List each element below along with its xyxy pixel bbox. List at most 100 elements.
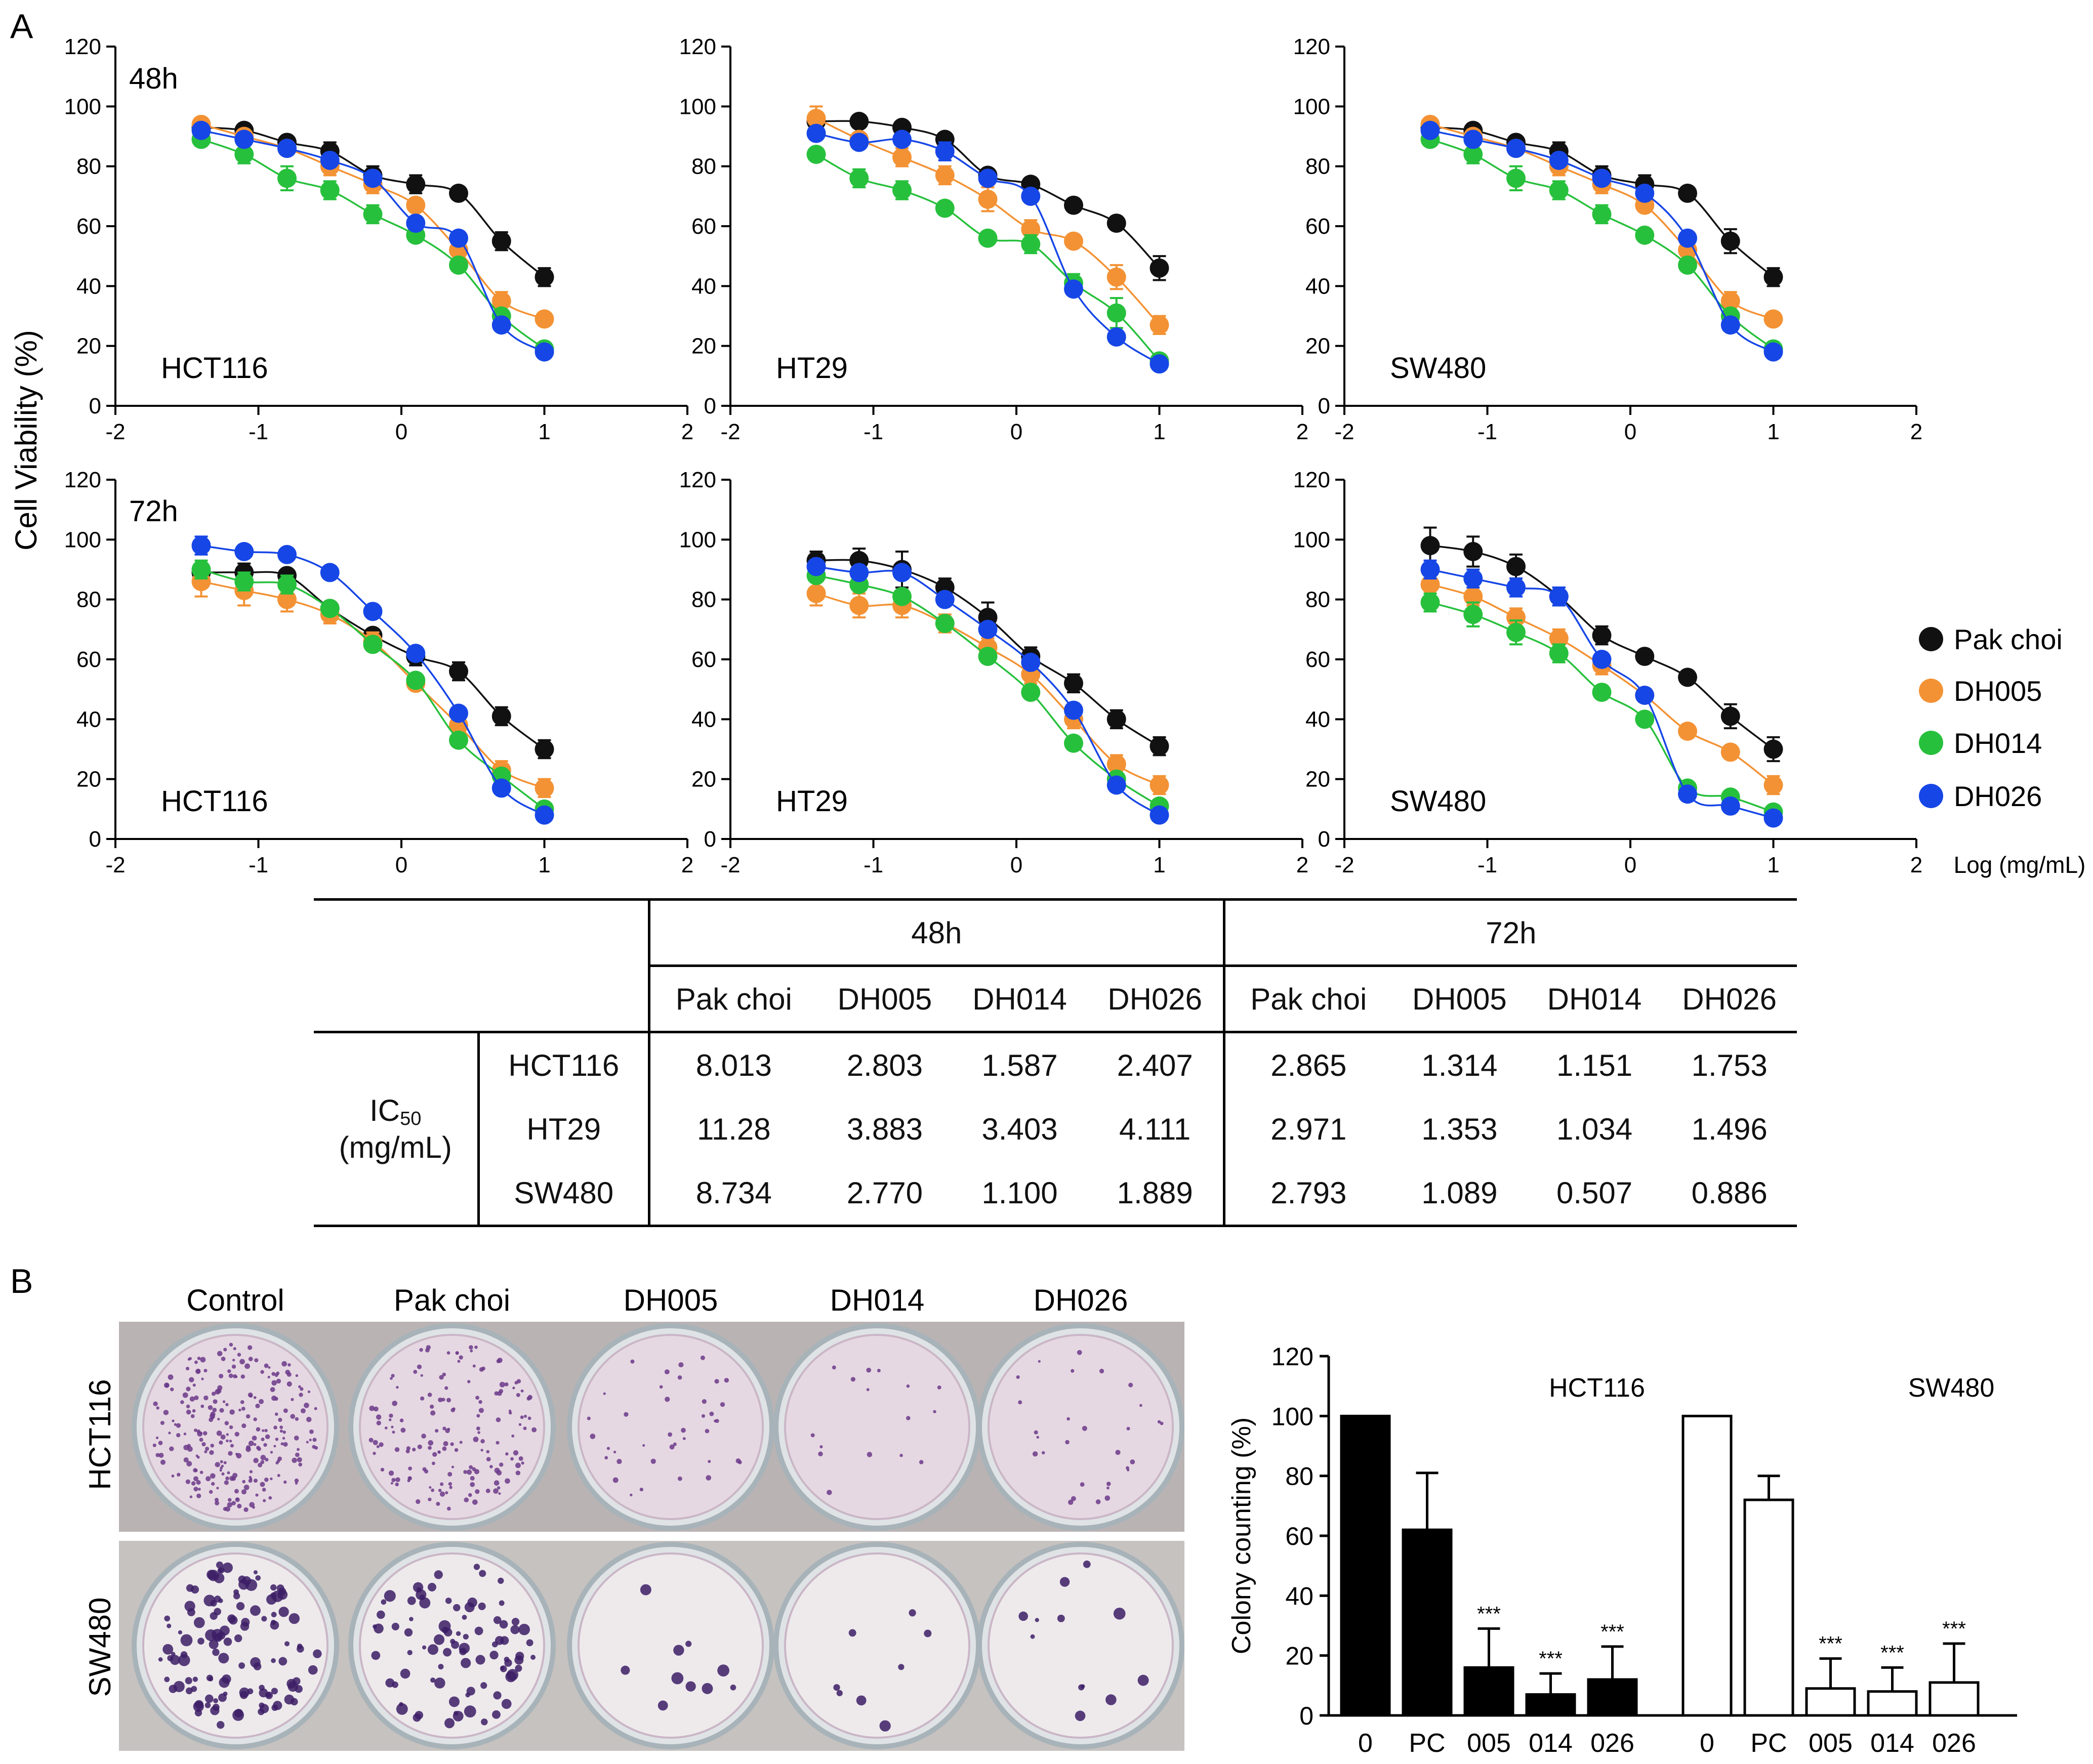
data-point — [1506, 169, 1526, 188]
colony-dot — [459, 1355, 463, 1360]
ic50-unit: (mg/mL) — [339, 1130, 452, 1164]
colony-dot — [239, 1359, 245, 1365]
x-tick-label: 2 — [681, 853, 693, 877]
table-col-header: DH005 — [837, 982, 932, 1016]
y-tick-label: 40 — [76, 707, 101, 732]
colony-dot — [261, 1429, 265, 1432]
x-tick-label: -2 — [1334, 419, 1354, 444]
well-sw480-dh005 — [567, 1542, 774, 1749]
colony-dot — [376, 1414, 382, 1420]
colony-dot — [613, 1450, 617, 1454]
data-point — [1106, 754, 1126, 774]
colony-dot — [244, 1363, 250, 1369]
colony-dot — [832, 1365, 836, 1370]
bar-hct116-026 — [1587, 1678, 1638, 1717]
colony-dot — [306, 1416, 312, 1422]
colony-dot — [469, 1465, 473, 1469]
colony-dot — [617, 1458, 622, 1464]
colony-dot — [1126, 1426, 1130, 1431]
colony-dot — [185, 1677, 192, 1685]
significance-marker: *** — [1942, 1618, 1966, 1640]
colony-dot — [171, 1474, 175, 1478]
data-point — [1720, 315, 1740, 335]
colony-dot — [229, 1425, 233, 1430]
colony-dot — [467, 1380, 471, 1383]
colony-dot — [259, 1704, 269, 1713]
colony-dot — [448, 1696, 460, 1707]
colony-dot — [899, 1453, 903, 1457]
row-header-ic50: IC50 (mg/mL) — [314, 1031, 478, 1227]
table-cell: 1.753 — [1662, 1031, 1797, 1097]
colony-dot — [309, 1429, 314, 1434]
colony-dot — [469, 1345, 473, 1350]
data-point — [978, 228, 998, 248]
data-point — [849, 169, 869, 188]
ic50-subscript: 50 — [400, 1108, 422, 1129]
colony-dot — [294, 1435, 299, 1441]
colony-dot — [299, 1393, 303, 1397]
table-col-header: DH014 — [1547, 982, 1642, 1016]
colony-dot — [216, 1487, 219, 1490]
colony-dot — [198, 1488, 201, 1491]
colony-dot — [494, 1391, 499, 1396]
data-point — [1763, 267, 1783, 287]
colony-dot — [255, 1493, 259, 1497]
table-cell: 8.013 — [647, 1031, 817, 1097]
table-cell: 1.151 — [1527, 1031, 1662, 1097]
colony-dot — [221, 1472, 225, 1476]
colony-dot — [201, 1442, 206, 1447]
colony-dot — [384, 1426, 388, 1430]
colony-dot — [474, 1346, 478, 1349]
colony-dot — [243, 1507, 249, 1513]
colony-dot — [206, 1476, 211, 1482]
data-point — [1064, 674, 1083, 693]
colony-dot — [664, 1369, 670, 1375]
data-point — [935, 614, 955, 633]
colony-dot — [185, 1479, 191, 1484]
colony-dot — [234, 1489, 239, 1494]
colony-dot — [247, 1688, 254, 1695]
colony-dot — [292, 1457, 297, 1463]
colony-dot — [621, 1665, 630, 1675]
colony-dot — [186, 1387, 191, 1392]
y-tick-label: 60 — [691, 647, 716, 672]
colony-dot — [407, 1476, 412, 1481]
colony-dot — [500, 1636, 509, 1645]
colony-dot — [295, 1452, 300, 1457]
colony-dot — [245, 1414, 251, 1419]
colony-dot — [167, 1623, 172, 1628]
colony-dot — [396, 1385, 399, 1389]
colony-dot — [285, 1369, 291, 1375]
colony-dot — [176, 1433, 181, 1438]
colony-dot — [288, 1363, 291, 1367]
colony-dot — [224, 1480, 229, 1485]
colony-dot — [673, 1442, 677, 1446]
colony-dot — [177, 1473, 181, 1477]
y-tick-label: 60 — [691, 214, 716, 239]
data-point — [1150, 775, 1169, 795]
x-tick-label: 0 — [1010, 419, 1022, 444]
data-point — [234, 130, 254, 149]
colony-dot — [877, 1369, 881, 1373]
colony-dot — [442, 1426, 446, 1431]
data-point — [1720, 706, 1740, 726]
data-point — [449, 703, 468, 723]
colony-dot — [430, 1404, 434, 1409]
colony-dot — [446, 1351, 450, 1355]
colony-dot — [408, 1466, 412, 1471]
colony-dot — [376, 1420, 381, 1425]
colony-dot — [233, 1589, 239, 1595]
table-row: HT29 11.28 3.883 3.403 4.111 2.971 1.353… — [314, 1097, 1797, 1161]
colony-dot — [262, 1488, 266, 1492]
colony-dot — [447, 1472, 453, 1477]
colony-dot — [248, 1440, 254, 1446]
colony-dot — [682, 1437, 686, 1440]
colony-dot — [407, 1650, 413, 1655]
colony-dot — [203, 1395, 209, 1401]
legend-marker-dh026 — [1919, 784, 1943, 808]
y-tick-label: 40 — [1305, 707, 1330, 732]
colony-dot — [209, 1490, 213, 1494]
table-cell: 1.100 — [952, 1161, 1087, 1227]
colony-dot — [199, 1432, 203, 1435]
colony-dot — [155, 1453, 160, 1457]
